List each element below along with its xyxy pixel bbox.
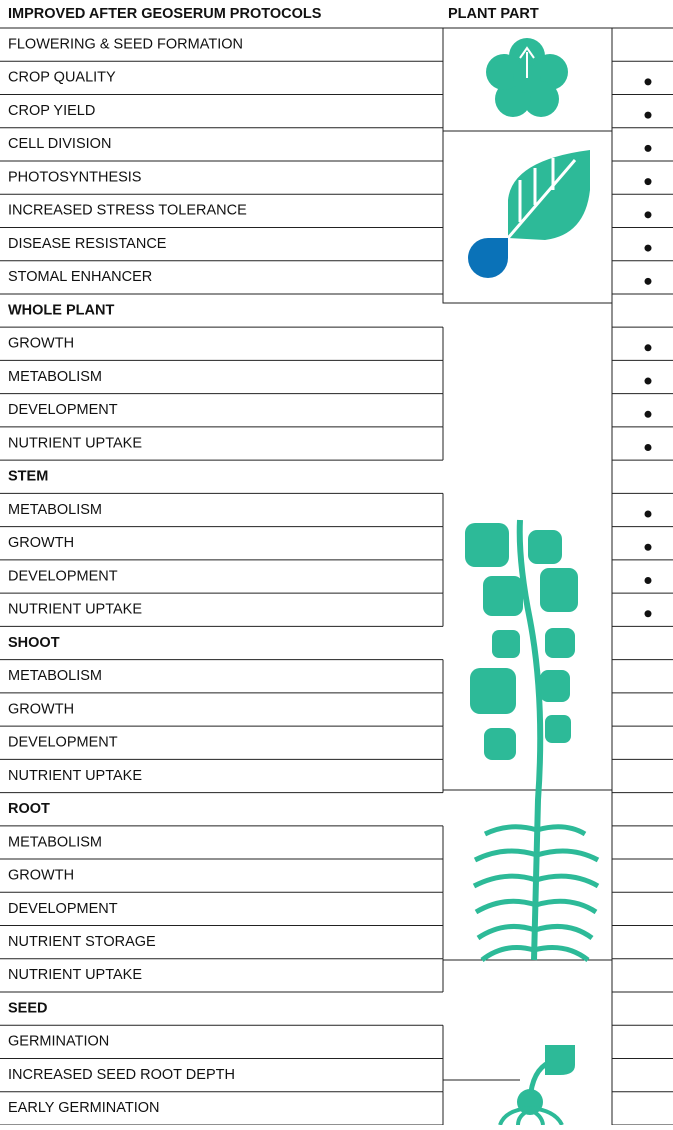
section-label: WHOLE PLANT <box>8 302 114 318</box>
check-dot <box>644 277 652 285</box>
check-dot <box>644 610 652 618</box>
check-dot <box>644 78 652 86</box>
row-label: NUTRIENT UPTAKE <box>8 967 142 983</box>
check-dot <box>644 577 652 584</box>
check-dot <box>644 144 652 152</box>
row-label: CROP YIELD <box>8 103 95 119</box>
row-label: GROWTH <box>8 701 74 717</box>
row-label: METABOLISM <box>8 834 102 850</box>
row-label: NUTRIENT STORAGE <box>8 934 156 950</box>
row-label: METABOLISM <box>8 369 102 385</box>
row-label: INCREASED SEED ROOT DEPTH <box>8 1067 235 1083</box>
row-label: GROWTH <box>8 868 74 884</box>
section-label: SHOOT <box>8 635 60 651</box>
column-header: IMPROVED AFTER GEOSERUM PROTOCOLS <box>8 6 322 22</box>
row-label: GROWTH <box>8 336 74 352</box>
row-label: DEVELOPMENT <box>8 735 118 751</box>
row-label: NUTRIENT UPTAKE <box>8 768 142 784</box>
row-label: DISEASE RESISTANCE <box>8 236 167 252</box>
flower-icon <box>486 38 568 117</box>
row-label: NUTRIENT UPTAKE <box>8 435 142 451</box>
row-label: METABOLISM <box>8 668 102 684</box>
check-dot <box>644 111 652 119</box>
check-dot <box>644 178 652 186</box>
row-label: CROP QUALITY <box>8 70 116 86</box>
row-label: METABOLISM <box>8 502 102 518</box>
leaf-icon <box>468 150 590 278</box>
check-dot <box>644 344 652 352</box>
check-dot <box>644 211 652 219</box>
check-dot <box>644 510 652 518</box>
check-dot <box>644 543 652 551</box>
seedling-icon <box>498 1045 575 1126</box>
check-dot <box>644 244 652 252</box>
section-label: ROOT <box>8 801 50 817</box>
row-label: DEVELOPMENT <box>8 568 118 584</box>
section-label: STEM <box>8 469 48 485</box>
row-label: GERMINATION <box>8 1034 109 1050</box>
row-label: NUTRIENT UPTAKE <box>8 602 142 618</box>
section-label: SEED <box>8 1000 48 1016</box>
row-label: EARLY GERMINATION <box>8 1100 159 1116</box>
row-label: PHOTOSYNTHESIS <box>8 169 141 185</box>
check-dot <box>644 444 652 452</box>
row-label: GROWTH <box>8 535 74 551</box>
row-label: FLOWERING & SEED FORMATION <box>8 36 243 52</box>
row-label: INCREASED STRESS TOLERANCE <box>8 203 247 219</box>
check-dot <box>644 410 652 418</box>
plant-icon <box>465 519 600 963</box>
row-label: STOMAL ENHANCER <box>8 269 152 285</box>
check-dot <box>644 377 652 385</box>
row-label: CELL DIVISION <box>8 136 111 152</box>
row-label: DEVELOPMENT <box>8 402 118 418</box>
row-label: DEVELOPMENT <box>8 901 118 917</box>
column-header: PLANT PART <box>448 6 539 22</box>
